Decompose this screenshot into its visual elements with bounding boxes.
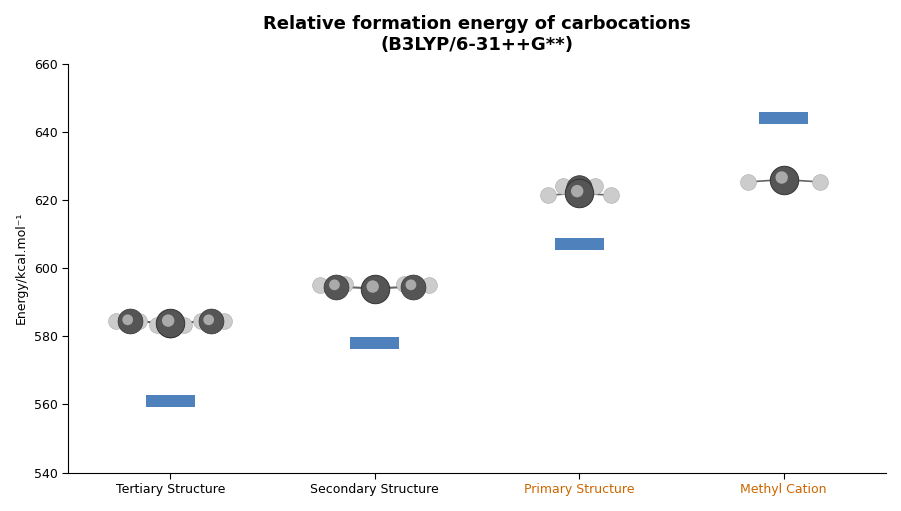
Point <box>121 316 135 324</box>
Point <box>409 284 423 292</box>
Point <box>588 181 603 190</box>
Point <box>741 178 755 186</box>
Point <box>422 281 436 289</box>
Point <box>150 321 164 330</box>
Point <box>204 317 218 326</box>
Point <box>163 318 177 327</box>
Point <box>775 173 789 181</box>
Bar <box>146 395 195 407</box>
Point <box>813 178 827 186</box>
Point <box>123 317 137 326</box>
Point <box>163 321 177 329</box>
Point <box>556 181 570 190</box>
Point <box>161 316 176 324</box>
Point <box>572 184 587 192</box>
Point <box>604 191 618 199</box>
Y-axis label: Energy/kcal.mol⁻¹: Energy/kcal.mol⁻¹ <box>15 212 28 324</box>
Point <box>314 281 328 289</box>
Point <box>405 283 420 291</box>
Point <box>326 284 341 292</box>
Point <box>194 316 208 324</box>
Point <box>132 316 146 324</box>
Point <box>777 172 791 180</box>
Point <box>329 283 343 291</box>
Point <box>368 285 382 293</box>
Bar <box>760 112 808 124</box>
Point <box>161 319 176 327</box>
Point <box>368 280 382 288</box>
Point <box>163 320 177 328</box>
Bar <box>350 337 399 349</box>
Point <box>206 318 221 327</box>
Point <box>202 316 216 324</box>
Point <box>404 281 418 289</box>
Point <box>327 281 341 289</box>
Point <box>572 189 587 197</box>
Point <box>397 281 412 289</box>
Point <box>217 317 232 325</box>
Point <box>572 184 587 192</box>
Point <box>570 187 585 195</box>
Point <box>338 281 352 289</box>
Title: Relative formation energy of carbocations
(B3LYP/6-31++G**): Relative formation energy of carbocation… <box>263 15 691 54</box>
Point <box>541 191 555 199</box>
Point <box>570 182 585 191</box>
Point <box>120 318 134 327</box>
Point <box>109 317 123 325</box>
Bar <box>555 238 604 250</box>
Point <box>366 283 380 291</box>
Point <box>177 321 191 330</box>
Point <box>777 175 791 183</box>
